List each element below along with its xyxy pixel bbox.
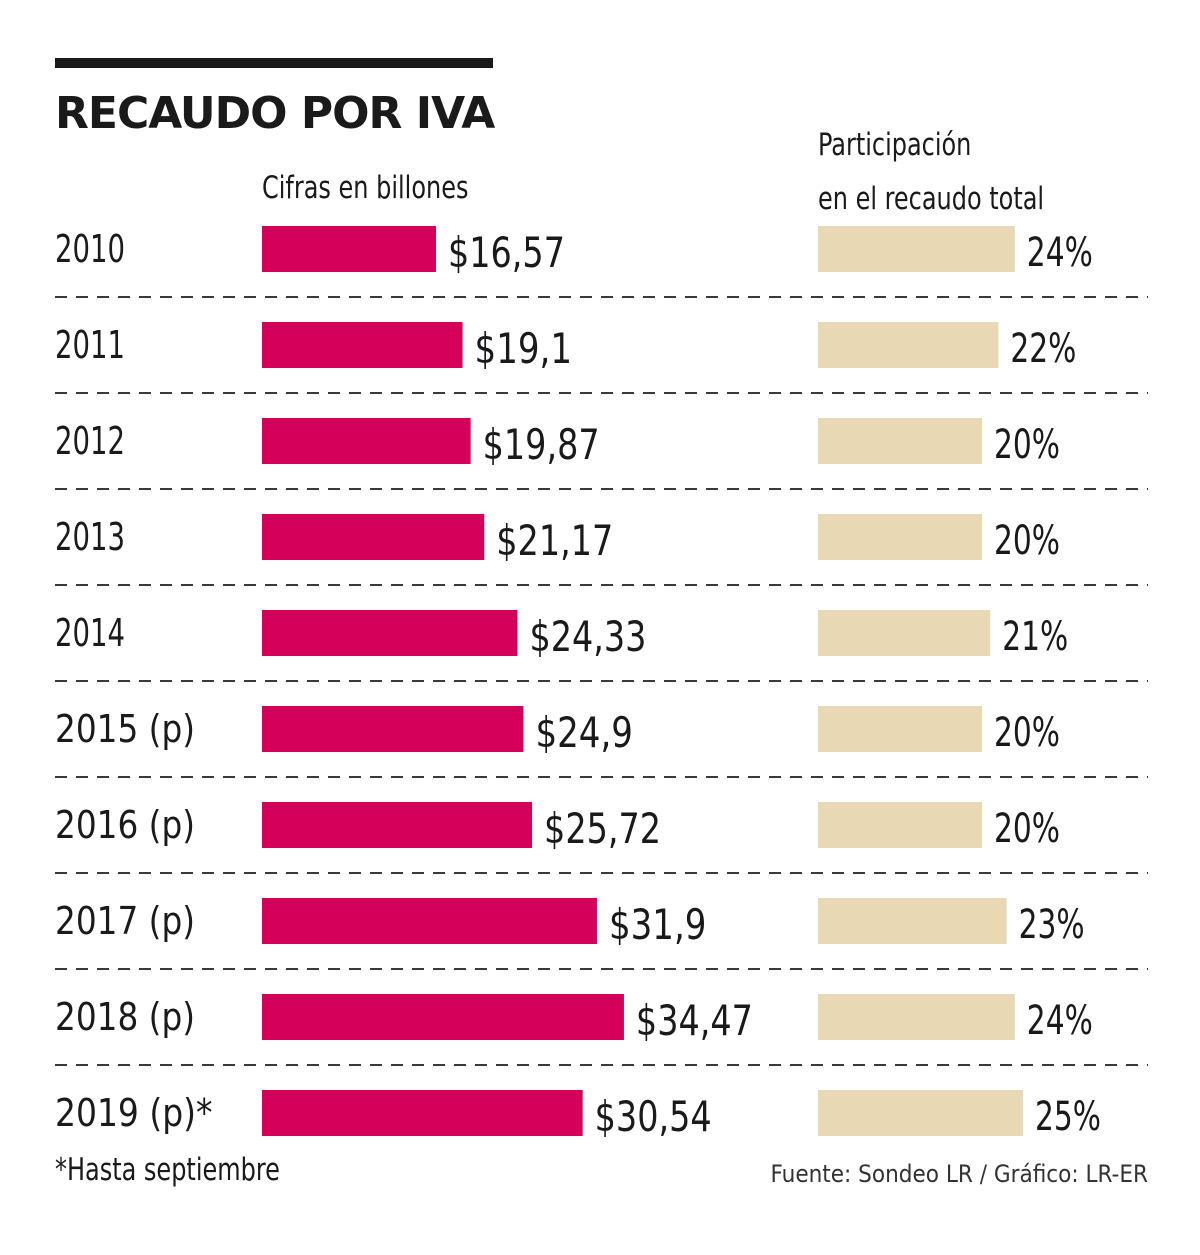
year-label: 2015 (p) [55,707,195,751]
share-value-label: 22% [1010,326,1076,372]
revenue-value-label: $21,17 [496,516,613,565]
revenue-bar [262,418,471,464]
share-bar [818,898,1007,944]
share-value-label: 24% [1027,230,1093,276]
year-label: 2019 (p)* [55,1091,213,1135]
source-credit: Fuente: Sondeo LR / Gráfico: LR-ER [770,1160,1148,1188]
chart-title: RECAUDO POR IVA [55,88,495,139]
revenue-value-label: $19,1 [475,324,573,373]
revenue-value-label: $25,72 [544,804,661,853]
footnote: *Hasta septiembre [55,1152,280,1188]
revenue-bar [262,1090,583,1136]
share-value-label: 20% [994,422,1060,468]
share-value-label: 24% [1027,998,1093,1044]
year-label: 2010 [55,227,125,271]
revenue-value-label: $24,33 [529,612,646,661]
revenue-value-label: $31,9 [609,900,707,949]
share-bar [818,610,991,656]
share-header: Participación en el recaudo total [818,118,1044,226]
year-label: 2016 (p) [55,803,195,847]
share-header-line1: Participación [818,127,972,163]
year-label: 2017 (p) [55,899,195,943]
share-bar [818,1090,1023,1136]
chart-subtitle: Cifras en billones [262,170,469,206]
share-bar [818,706,982,752]
revenue-value-label: $34,47 [636,996,753,1045]
year-label: 2012 [55,419,125,463]
share-bar [818,322,999,368]
revenue-bar [262,802,533,848]
share-bar [818,418,982,464]
revenue-value-label: $24,9 [535,708,633,757]
revenue-bar [262,706,524,752]
year-label: 2013 [55,515,125,559]
share-value-label: 20% [994,710,1060,756]
share-bar [818,994,1015,1040]
share-bar [818,802,982,848]
share-value-label: 20% [994,806,1060,852]
revenue-bar [262,226,436,272]
share-bar [818,226,1015,272]
revenue-value-label: $16,57 [448,228,565,277]
share-value-label: 20% [994,518,1060,564]
share-header-line2: en el recaudo total [818,181,1045,217]
share-value-label: 21% [1002,614,1068,660]
year-label: 2018 (p) [55,995,195,1039]
top-rule [55,58,493,68]
share-value-label: 25% [1035,1094,1101,1140]
revenue-bar [262,514,485,560]
share-bar [818,514,982,560]
year-label: 2011 [55,323,125,367]
year-label: 2014 [55,611,125,655]
revenue-value-label: $30,54 [595,1092,712,1141]
revenue-bar [262,994,624,1040]
revenue-bar [262,898,597,944]
revenue-bar [262,322,463,368]
revenue-value-label: $19,87 [483,420,600,469]
revenue-bar [262,610,518,656]
share-value-label: 23% [1019,902,1085,948]
